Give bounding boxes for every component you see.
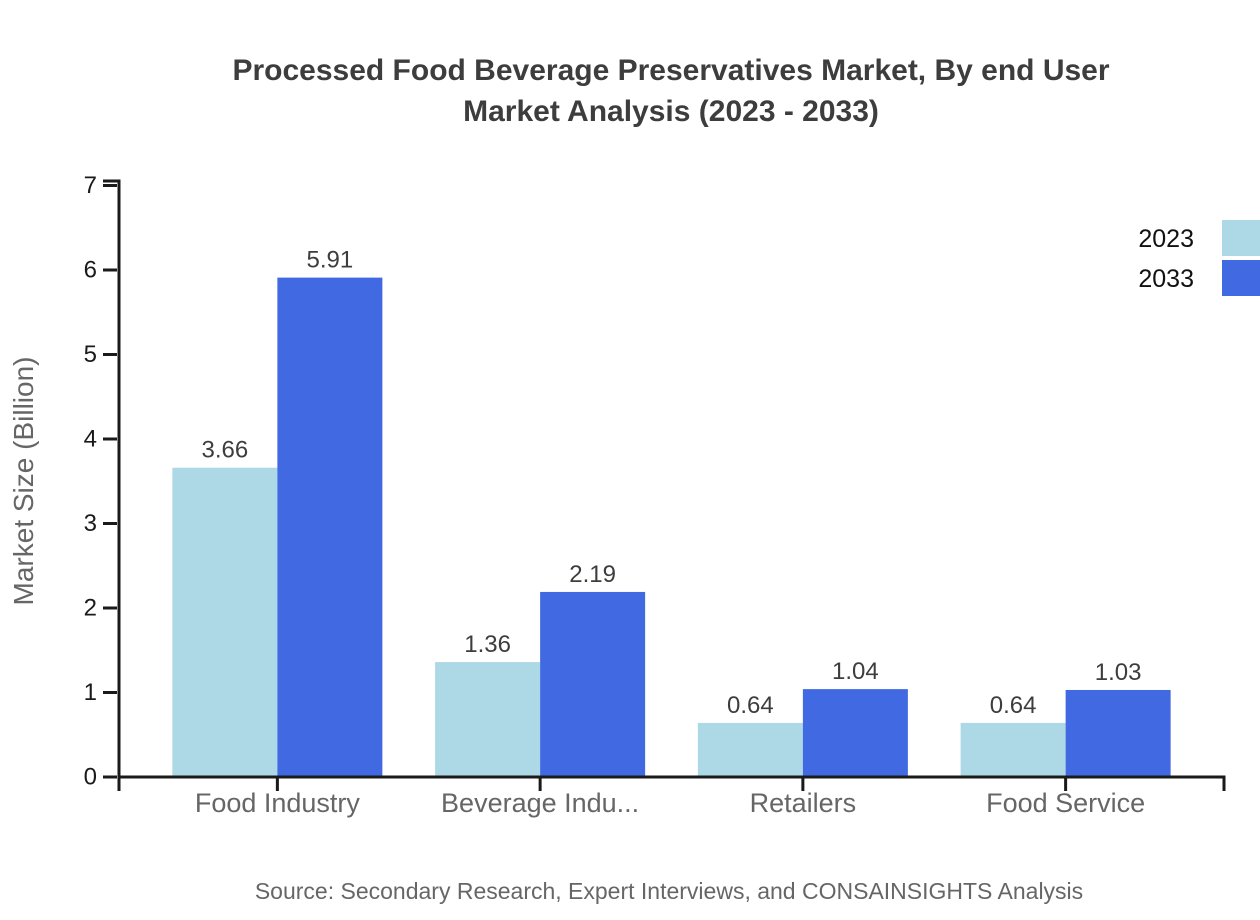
bar-2023-food-service: [960, 722, 1066, 777]
x-axis-line: [117, 775, 1226, 791]
value-label-2033-food-service: 1.03: [1095, 659, 1142, 686]
x-category-label-retailers: Retailers: [750, 788, 857, 818]
value-label-2023-retailers: 0.64: [727, 692, 774, 719]
y-tick-label-1: 1: [84, 679, 97, 706]
x-category-label-food-service: Food Service: [986, 788, 1145, 818]
source-note: Source: Secondary Research, Expert Inter…: [254, 878, 1084, 904]
chart-title: Processed Food Beverage Preservatives Ma…: [41, 50, 1260, 132]
y-tick-label-0: 0: [84, 764, 97, 791]
bar-2023-retailers: [697, 722, 803, 777]
legend-swatch-2023: [1222, 220, 1260, 256]
bar-2033-food-service: [1065, 689, 1171, 777]
bar-2033-retailers: [802, 689, 908, 777]
x-category-label-food-industry: Food Industry: [195, 788, 361, 818]
value-label-2023-food-service: 0.64: [990, 692, 1037, 719]
y-tick-label-7: 7: [84, 172, 97, 199]
y-tick-label-2: 2: [84, 595, 97, 622]
chart-title-line-2: Market Analysis (2023 - 2033): [463, 95, 879, 128]
y-tick-label-6: 6: [84, 257, 97, 284]
bar-2023-food-industry: [172, 467, 278, 777]
x-category-label-beverage-indu: Beverage Indu...: [441, 788, 639, 818]
legend-label-2033: 2033: [1138, 265, 1194, 293]
legend-swatch-2033: [1222, 260, 1260, 296]
value-label-2023-beverage-indu: 1.36: [464, 631, 511, 658]
value-label-2033-retailers: 1.04: [832, 658, 879, 685]
y-tick-label-5: 5: [84, 341, 97, 368]
legend-label-2023: 2023: [1138, 225, 1194, 253]
bar-2033-food-industry: [277, 277, 383, 777]
value-label-2033-food-industry: 5.91: [307, 247, 354, 274]
y-axis-title: Market Size (Billion): [8, 357, 39, 606]
value-label-2023-food-industry: 3.66: [202, 437, 249, 464]
y-tick-label-4: 4: [84, 426, 97, 453]
bar-2023-beverage-indu: [435, 662, 541, 777]
bar-2033-beverage-indu: [540, 591, 646, 777]
chart-title-line-1: Processed Food Beverage Preservatives Ma…: [232, 54, 1110, 87]
y-tick-label-3: 3: [84, 510, 97, 537]
value-label-2033-beverage-indu: 2.19: [569, 561, 616, 588]
y-axis-line: [103, 179, 121, 777]
